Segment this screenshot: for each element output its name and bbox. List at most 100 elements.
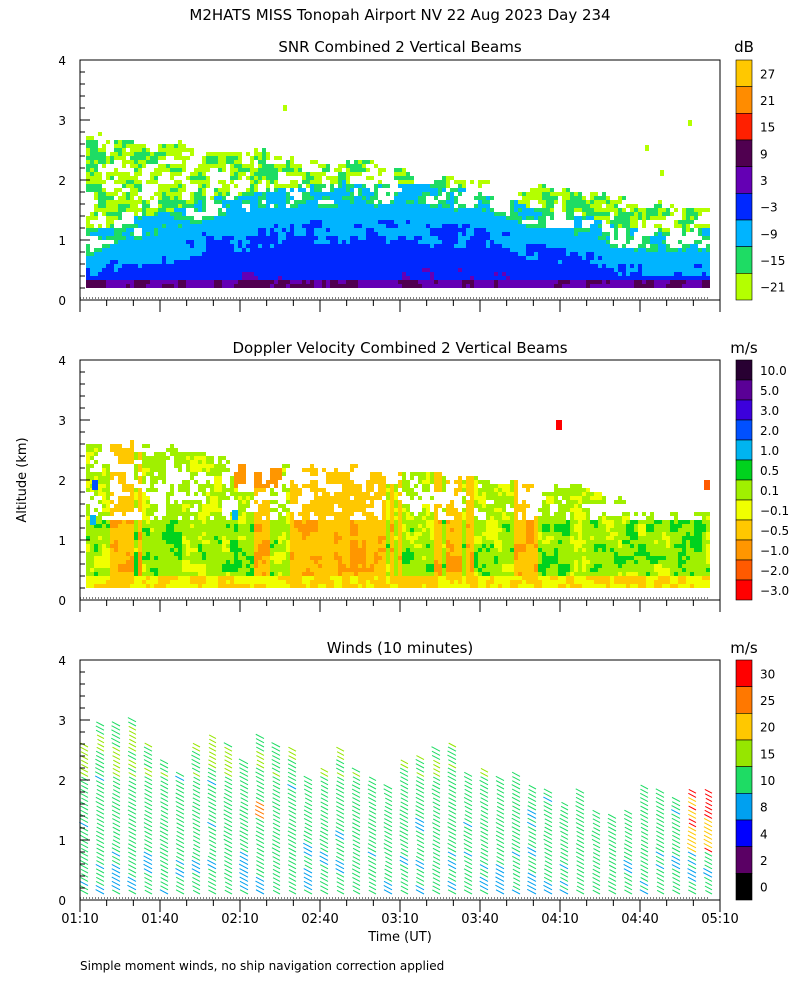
snr-cell (590, 236, 594, 240)
doppler-cell (178, 568, 182, 572)
snr-cell (586, 232, 590, 236)
snr-cell (138, 280, 142, 284)
snr-cell (590, 204, 594, 208)
snr-cell (318, 280, 322, 284)
snr-cell (686, 220, 690, 224)
snr-cell (218, 200, 222, 204)
snr-cell (446, 260, 450, 264)
snr-cell (314, 272, 318, 276)
snr-cell (98, 236, 102, 240)
snr-cell (658, 204, 662, 208)
doppler-cell (138, 504, 142, 508)
doppler-cell (198, 584, 202, 588)
snr-cell (594, 284, 598, 288)
snr-cell (554, 260, 558, 264)
doppler-cell (202, 504, 206, 508)
doppler-cell (130, 536, 134, 540)
snr-cell (702, 264, 706, 268)
snr-cell (98, 284, 102, 288)
snr-cell (450, 268, 454, 272)
snr-cell (310, 200, 314, 204)
snr-cell (510, 240, 514, 244)
snr-cell (470, 232, 474, 236)
snr-cell (406, 200, 410, 204)
snr-cell (198, 204, 202, 208)
snr-cell (202, 164, 206, 168)
snr-cell (486, 236, 490, 240)
doppler-cell (142, 568, 146, 572)
snr-cell (218, 216, 222, 220)
snr-cell (106, 200, 110, 204)
snr-cell (310, 284, 314, 288)
snr-cell (594, 256, 598, 260)
snr-cell (90, 168, 94, 172)
snr-cell (390, 208, 394, 212)
doppler-cell (202, 556, 206, 560)
doppler-cell (130, 448, 134, 452)
snr-cell (458, 236, 462, 240)
doppler-cell (98, 484, 102, 488)
snr-cell (582, 252, 586, 256)
snr-cell (222, 196, 226, 200)
doppler-cell (94, 536, 98, 540)
doppler-cell (106, 584, 110, 588)
snr-cell (246, 232, 250, 236)
snr-cell (282, 232, 286, 236)
doppler-cell (154, 584, 158, 588)
doppler-cell (202, 572, 206, 576)
snr-cell (466, 236, 470, 240)
snr-cell (90, 252, 94, 256)
snr-cell (438, 248, 442, 252)
snr-cell (254, 188, 258, 192)
snr-cell (382, 220, 386, 224)
doppler-cell (182, 568, 186, 572)
snr-cell (290, 156, 294, 160)
snr-cell (118, 212, 122, 216)
snr-cell (106, 244, 110, 248)
snr-cell (282, 204, 286, 208)
snr-cell (430, 244, 434, 248)
snr-cell (190, 248, 194, 252)
doppler-cell (122, 564, 126, 568)
snr-cell (90, 264, 94, 268)
snr-cell (246, 264, 250, 268)
snr-cell (506, 252, 510, 256)
snr-cell (314, 184, 318, 188)
snr-cell (430, 272, 434, 276)
snr-cell (122, 144, 126, 148)
doppler-cell (206, 540, 210, 544)
snr-cell (702, 268, 706, 272)
doppler-cell (222, 584, 226, 588)
snr-cell (246, 152, 250, 156)
doppler-cell (150, 488, 154, 492)
snr-cell (558, 276, 562, 280)
snr-cell (218, 160, 222, 164)
snr-cell (694, 244, 698, 248)
snr-cell (274, 192, 278, 196)
snr-cell (634, 220, 638, 224)
snr-cell (246, 220, 250, 224)
doppler-cell (94, 528, 98, 532)
snr-cell (482, 256, 486, 260)
snr-cell (494, 248, 498, 252)
snr-cell (326, 228, 330, 232)
snr-cell (90, 156, 94, 160)
snr-cell (502, 268, 506, 272)
doppler-cell (178, 488, 182, 492)
snr-cell (274, 176, 278, 180)
snr-cell (406, 248, 410, 252)
snr-cell (122, 236, 126, 240)
snr-cell (190, 240, 194, 244)
snr-cell (430, 256, 434, 260)
snr-cell (654, 280, 658, 284)
doppler-cell (218, 460, 222, 464)
snr-cell (206, 176, 210, 180)
snr-cell (246, 192, 250, 196)
snr-cell (262, 280, 266, 284)
snr-cell (482, 196, 486, 200)
snr-cell (86, 248, 90, 252)
snr-cell (410, 196, 414, 200)
snr-cell (570, 204, 574, 208)
snr-cell (618, 248, 622, 252)
snr-cell (94, 280, 98, 284)
